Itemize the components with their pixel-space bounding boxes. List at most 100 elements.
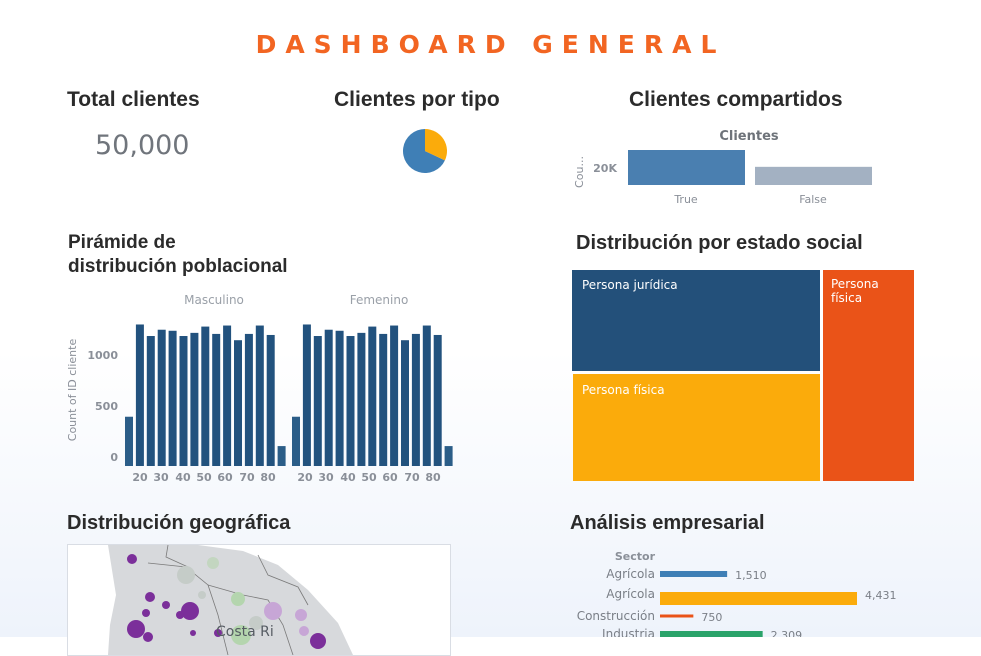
geo-map[interactable]: Costa Ri [67, 544, 451, 656]
business-category-label: Industria [602, 627, 655, 637]
pyramid-bar[interactable] [313, 336, 322, 466]
pie-slice[interactable] [403, 129, 445, 173]
dashboard-title: DASHBOARD GENERAL [255, 30, 726, 59]
pyramid-xtick: 30 [318, 471, 334, 484]
map-dot[interactable] [142, 609, 150, 617]
pyramid-xtick: 20 [297, 471, 313, 484]
pyramid-title-line1: Pirámide de [68, 232, 176, 253]
treemap-label-juridica: Persona jurídica [582, 278, 678, 292]
province-border-2 [165, 545, 189, 568]
shared-xtick-true: True [673, 193, 698, 206]
map-country-label: Costa Ri [216, 624, 274, 640]
pyramid-bar[interactable] [368, 326, 377, 466]
pyramid-bar[interactable] [433, 334, 442, 466]
pyramid-bar[interactable] [390, 325, 399, 466]
map-dot[interactable] [214, 629, 222, 637]
map-dot[interactable] [310, 633, 326, 649]
map-dot[interactable] [145, 592, 155, 602]
treemap-label-fisica: Persona física [582, 383, 665, 397]
map-dot[interactable] [207, 557, 219, 569]
pyramid-bar[interactable] [346, 336, 355, 466]
business-category-label: Agrícola [606, 567, 655, 581]
social-treemap[interactable]: Persona jurídica Persona física Persona … [572, 270, 914, 481]
pyramid-title: Pirámide de distribución poblacional [68, 231, 288, 279]
business-chart[interactable]: Sector Agrícola 1,510 Agrícola 4,431 Constru… [560, 546, 940, 637]
pyramid-bar[interactable] [125, 416, 133, 466]
treemap-cell-juridica[interactable]: Persona jurídica [572, 270, 820, 371]
province-border-3 [257, 554, 309, 606]
pyramid-bar[interactable] [266, 334, 275, 466]
pyramid-bar[interactable] [401, 340, 409, 466]
pyramid-bar[interactable] [244, 333, 253, 466]
clients-by-type-pie[interactable] [400, 126, 450, 176]
map-dot[interactable] [198, 591, 206, 599]
business-value-label: 2,309 [771, 629, 803, 637]
pyramid-bar[interactable] [179, 336, 188, 466]
business-bar[interactable] [660, 614, 694, 618]
pyramid-bar[interactable] [379, 333, 388, 466]
business-bar[interactable] [660, 592, 857, 605]
pyramid-bar[interactable] [324, 329, 333, 466]
pyramid-bar[interactable] [190, 332, 199, 466]
geo-map-canvas[interactable]: Costa Ri [68, 545, 450, 655]
pyramid-bar[interactable] [422, 325, 431, 466]
shared-clients-title: Clientes compartidos [629, 88, 843, 111]
map-dot[interactable] [231, 592, 245, 606]
shared-bar[interactable] [628, 150, 745, 185]
shared-bar[interactable] [755, 166, 872, 185]
pyramid-bar[interactable] [234, 340, 242, 466]
map-dot[interactable] [176, 611, 184, 619]
pyramid-bar[interactable] [135, 324, 144, 466]
map-dot[interactable] [143, 632, 153, 642]
business-bar[interactable] [660, 571, 728, 577]
pyramid-xtick: 50 [196, 471, 212, 484]
pyramid-bar[interactable] [335, 330, 344, 466]
pyramid-xtick: 80 [425, 471, 441, 484]
map-dot[interactable] [249, 616, 263, 630]
pyramid-ytick-1000: 1000 [87, 349, 118, 362]
pyramid-bar[interactable] [212, 333, 221, 466]
pyramid-xtick: 70 [404, 471, 420, 484]
pyramid-chart[interactable]: Count of ID cliente 1000 500 0 Masculino… [60, 288, 460, 488]
pyramid-bar[interactable] [444, 446, 453, 466]
map-dot[interactable] [127, 620, 145, 638]
map-dot[interactable] [162, 601, 170, 609]
pyramid-bar[interactable] [277, 446, 286, 466]
shared-chart-title: Clientes [719, 129, 779, 144]
pyramid-xtick: 80 [260, 471, 276, 484]
total-clients-value: 50,000 [95, 130, 190, 161]
shared-ylabel: Cou... [573, 156, 586, 188]
map-dot[interactable] [299, 626, 309, 636]
shared-clients-chart[interactable]: Clientes Cou... 20K True False [568, 124, 888, 210]
pyramid-bar[interactable] [157, 329, 166, 466]
pyramid-bar[interactable] [357, 332, 366, 466]
pyramid-bar[interactable] [223, 325, 232, 466]
pyramid-ytick-500: 500 [95, 400, 118, 413]
shared-xtick-false: False [799, 193, 827, 206]
pyramid-bar[interactable] [146, 336, 155, 466]
business-bar[interactable] [660, 631, 763, 637]
map-dot[interactable] [264, 602, 282, 620]
pyramid-xtick: 70 [239, 471, 255, 484]
pyramid-bar[interactable] [255, 325, 264, 466]
pyramid-bar[interactable] [168, 330, 177, 466]
pyramid-bar[interactable] [411, 333, 420, 466]
business-header: Sector [615, 550, 656, 563]
pyramid-panel-femenino: Femenino [350, 293, 409, 307]
map-dot[interactable] [190, 630, 196, 636]
map-dot[interactable] [295, 609, 307, 621]
pie-slice[interactable] [425, 129, 447, 161]
treemap-cell-fisica-2[interactable]: Persona física [823, 270, 914, 481]
pyramid-xtick: 50 [361, 471, 377, 484]
social-title: Distribución por estado social [576, 232, 863, 254]
pyramid-bar[interactable] [292, 416, 300, 466]
map-dot[interactable] [127, 554, 137, 564]
clients-by-type-title: Clientes por tipo [334, 88, 500, 111]
province-border-4 [207, 584, 294, 655]
map-dot[interactable] [177, 566, 195, 584]
treemap-cell-fisica[interactable]: Persona física [573, 374, 820, 481]
pyramid-xtick: 30 [153, 471, 169, 484]
pyramid-bar[interactable] [302, 324, 311, 466]
pyramid-bar[interactable] [201, 326, 210, 466]
map-dot[interactable] [181, 602, 199, 620]
